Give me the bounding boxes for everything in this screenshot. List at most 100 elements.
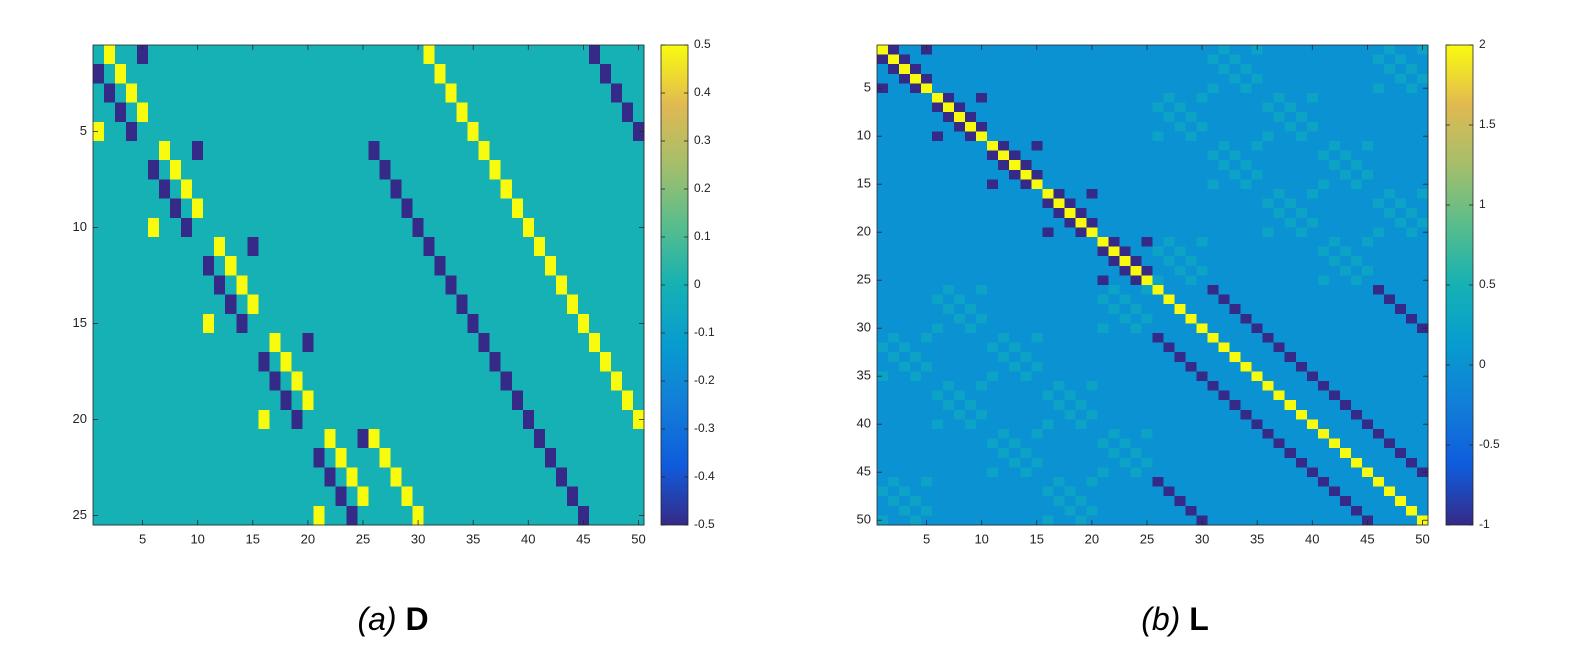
cell — [346, 141, 358, 161]
cell — [976, 275, 988, 286]
cell — [203, 179, 215, 199]
cell — [1075, 189, 1087, 199]
cell — [1075, 409, 1087, 420]
cell — [1339, 198, 1352, 209]
cell — [1185, 198, 1197, 209]
cell — [1372, 189, 1385, 199]
cell — [577, 198, 590, 219]
cell — [1141, 294, 1153, 305]
cell — [1119, 352, 1131, 363]
cell — [1108, 409, 1120, 420]
cell — [954, 73, 966, 84]
cell — [1394, 294, 1407, 305]
cell — [1185, 448, 1197, 459]
cell — [104, 160, 116, 180]
cell — [456, 409, 469, 430]
cell — [181, 256, 193, 276]
cell — [632, 486, 645, 507]
y-tick-label: 15 — [73, 315, 87, 330]
cell — [357, 141, 369, 161]
cell — [1328, 45, 1341, 55]
cell — [1053, 121, 1065, 132]
cell — [1108, 189, 1120, 199]
cell — [148, 486, 160, 507]
cell — [1031, 179, 1043, 190]
cell — [1174, 477, 1186, 487]
cell — [1284, 496, 1297, 507]
cell — [1196, 112, 1208, 123]
cell — [346, 198, 358, 219]
cell — [1020, 313, 1032, 324]
cell — [423, 179, 436, 199]
cell — [1020, 265, 1032, 276]
cell — [632, 160, 645, 180]
cell — [555, 409, 568, 430]
cell — [910, 505, 922, 516]
cell — [1152, 227, 1164, 238]
cell — [1383, 198, 1396, 209]
heatmap-cells — [93, 45, 645, 526]
cell — [170, 102, 182, 123]
cell — [148, 83, 160, 103]
cell — [1119, 227, 1131, 238]
cell — [588, 467, 601, 487]
cell — [888, 486, 900, 497]
cell — [1394, 381, 1407, 391]
cell — [379, 121, 391, 142]
cell — [511, 121, 524, 142]
cell — [976, 390, 988, 401]
cell — [137, 45, 149, 65]
cell — [1405, 189, 1418, 199]
cell — [1119, 400, 1131, 411]
cell — [148, 448, 160, 468]
cell — [1031, 496, 1043, 507]
cell — [1218, 438, 1231, 449]
cell — [1339, 477, 1352, 487]
cell — [954, 93, 966, 103]
cell — [1064, 419, 1076, 430]
cell — [932, 275, 944, 286]
cell — [1086, 371, 1098, 382]
cell — [1262, 486, 1275, 497]
cell — [1174, 160, 1186, 171]
cell — [1295, 150, 1308, 161]
cell — [1339, 169, 1352, 180]
cell — [1086, 102, 1098, 113]
cell — [1064, 448, 1076, 459]
cell — [445, 179, 458, 199]
cell — [987, 448, 999, 459]
cell — [1130, 246, 1142, 257]
cell — [976, 400, 988, 411]
cell — [921, 438, 933, 449]
cell — [324, 256, 336, 276]
cell — [280, 275, 292, 295]
cell — [1009, 64, 1021, 75]
cell — [1383, 102, 1396, 113]
y-tick-label: 30 — [857, 320, 871, 335]
cell — [1218, 333, 1231, 343]
cell — [932, 217, 944, 228]
cell — [965, 285, 977, 295]
cell — [511, 448, 524, 468]
cell — [1053, 64, 1065, 75]
cell — [1361, 73, 1374, 84]
cell — [1020, 342, 1032, 353]
cell — [1086, 256, 1098, 267]
cell — [921, 208, 933, 219]
cell — [1185, 141, 1197, 151]
cell — [954, 54, 966, 65]
cell — [1372, 323, 1385, 334]
cell — [1020, 390, 1032, 401]
cell — [1064, 496, 1076, 507]
cell — [987, 265, 999, 276]
cell — [478, 390, 491, 411]
cell — [236, 237, 248, 257]
cell — [247, 429, 259, 449]
cell — [1097, 515, 1109, 526]
cell — [987, 371, 999, 382]
cell — [368, 45, 380, 65]
cell — [943, 496, 955, 507]
cell — [1273, 275, 1286, 286]
cell — [1031, 93, 1043, 103]
cell — [434, 141, 447, 161]
